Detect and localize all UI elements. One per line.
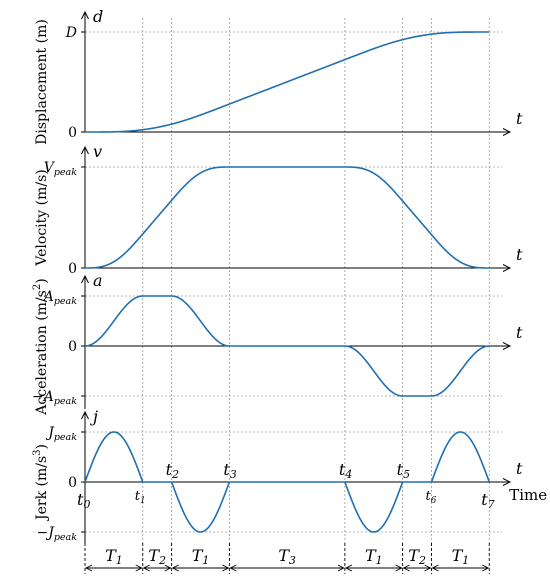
time-tick-label-t1: t1 bbox=[135, 489, 146, 506]
y-tick-label: 0 bbox=[68, 475, 77, 491]
interval-label-4: T3 bbox=[278, 546, 296, 567]
interval-label-bg bbox=[449, 547, 472, 565]
time-axis-label: Time bbox=[509, 486, 547, 504]
y-axis-title-d: Displacement (m) bbox=[34, 19, 50, 145]
panel-acceleration: Apeak 0 −Apeak a t Acceleration (m/s2) bbox=[32, 271, 523, 416]
curve-j bbox=[84, 431, 491, 533]
interval-arrow-left bbox=[171, 564, 179, 572]
curve-d bbox=[85, 31, 490, 133]
time-tick-label-t5: t5 bbox=[397, 460, 410, 481]
interval-arrow-right bbox=[337, 564, 345, 572]
time-tick-label-t4: t4 bbox=[339, 460, 352, 481]
y-axis-arrow bbox=[81, 410, 89, 420]
time-tick-label-t2: t2 bbox=[166, 460, 179, 481]
y-tick-label: −Apeak bbox=[32, 389, 77, 407]
interval-arrow-left bbox=[229, 564, 237, 572]
time-tick-label-t6: t6 bbox=[426, 489, 437, 506]
x-axis-arrow bbox=[502, 264, 512, 272]
variable-label-a: a bbox=[93, 271, 103, 290]
interval-label-bg bbox=[276, 547, 299, 565]
y-tick-label: −Jpeak bbox=[36, 525, 77, 543]
interval-label-2: T2 bbox=[148, 546, 166, 567]
y-tick-label: 0 bbox=[68, 339, 77, 355]
interval-label-5: T1 bbox=[365, 546, 383, 567]
panel-jerk: Jpeak 0 −Jpeak j t Jerk (m/s3) bbox=[32, 407, 523, 544]
panel-velocity: Vpeak 0 v t Velocity (m/s) bbox=[34, 142, 523, 277]
time-tick-label-t7: t7 bbox=[481, 490, 494, 511]
time-tick-label-t0: t0 bbox=[77, 490, 90, 511]
interval-label-bg bbox=[406, 547, 429, 565]
y-tick-label: 0 bbox=[68, 125, 77, 141]
y-tick-label: D bbox=[65, 25, 77, 41]
y-tick-label: Apeak bbox=[42, 289, 78, 307]
y-axis-arrow bbox=[81, 145, 89, 155]
panel-displacement: D 0 d t Displacement (m) bbox=[34, 7, 523, 145]
interval-arrow-left bbox=[142, 564, 150, 572]
interval-label-1: T1 bbox=[105, 546, 123, 567]
y-axis-title-j: Jerk (m/s3) bbox=[32, 444, 50, 522]
curve-a bbox=[85, 295, 490, 397]
x-axis-arrow bbox=[502, 128, 512, 136]
interval-label-bg bbox=[362, 547, 385, 565]
y-tick-label: 0 bbox=[68, 261, 77, 277]
interval-label-bg bbox=[189, 547, 212, 565]
x-axis-arrow bbox=[502, 478, 512, 486]
interval-arrow-right bbox=[135, 564, 143, 572]
interval-arrow-left bbox=[344, 564, 353, 572]
interval-arrow-left bbox=[431, 564, 439, 572]
time-var-label-v: t bbox=[516, 245, 523, 264]
y-tick-label: Vpeak bbox=[44, 160, 78, 178]
y-axis-title-a: Acceleration (m/s2) bbox=[32, 278, 50, 415]
y-axis-title-v: Velocity (m/s) bbox=[34, 169, 50, 266]
interval-arrow-right bbox=[164, 564, 172, 572]
x-axis-arrow bbox=[502, 342, 512, 350]
interval-label-7: T1 bbox=[452, 546, 470, 567]
interval-arrow-right bbox=[482, 564, 490, 572]
y-axis-arrow bbox=[81, 10, 89, 20]
interval-arrow-left bbox=[402, 564, 410, 572]
curve-v bbox=[85, 166, 490, 269]
time-var-label-a: t bbox=[516, 323, 523, 342]
variable-label-d: d bbox=[93, 7, 103, 26]
interval-label-3: T1 bbox=[192, 546, 210, 567]
y-tick-label: Jpeak bbox=[45, 425, 77, 443]
interval-arrow-right bbox=[222, 564, 230, 572]
time-var-label-j: t bbox=[516, 459, 523, 478]
interval-label-bg bbox=[102, 547, 125, 565]
interval-arrow-left bbox=[84, 564, 93, 572]
time-var-label-d: t bbox=[516, 109, 523, 128]
interval-arrow-right bbox=[395, 564, 403, 572]
interval-label-bg bbox=[146, 547, 169, 565]
time-tick-label-t3: t3 bbox=[223, 460, 236, 481]
y-axis-arrow bbox=[81, 274, 89, 284]
variable-label-v: v bbox=[93, 142, 102, 161]
variable-label-j: j bbox=[90, 407, 98, 426]
interval-label-6: T2 bbox=[408, 546, 426, 567]
interval-arrow-right bbox=[424, 564, 432, 572]
